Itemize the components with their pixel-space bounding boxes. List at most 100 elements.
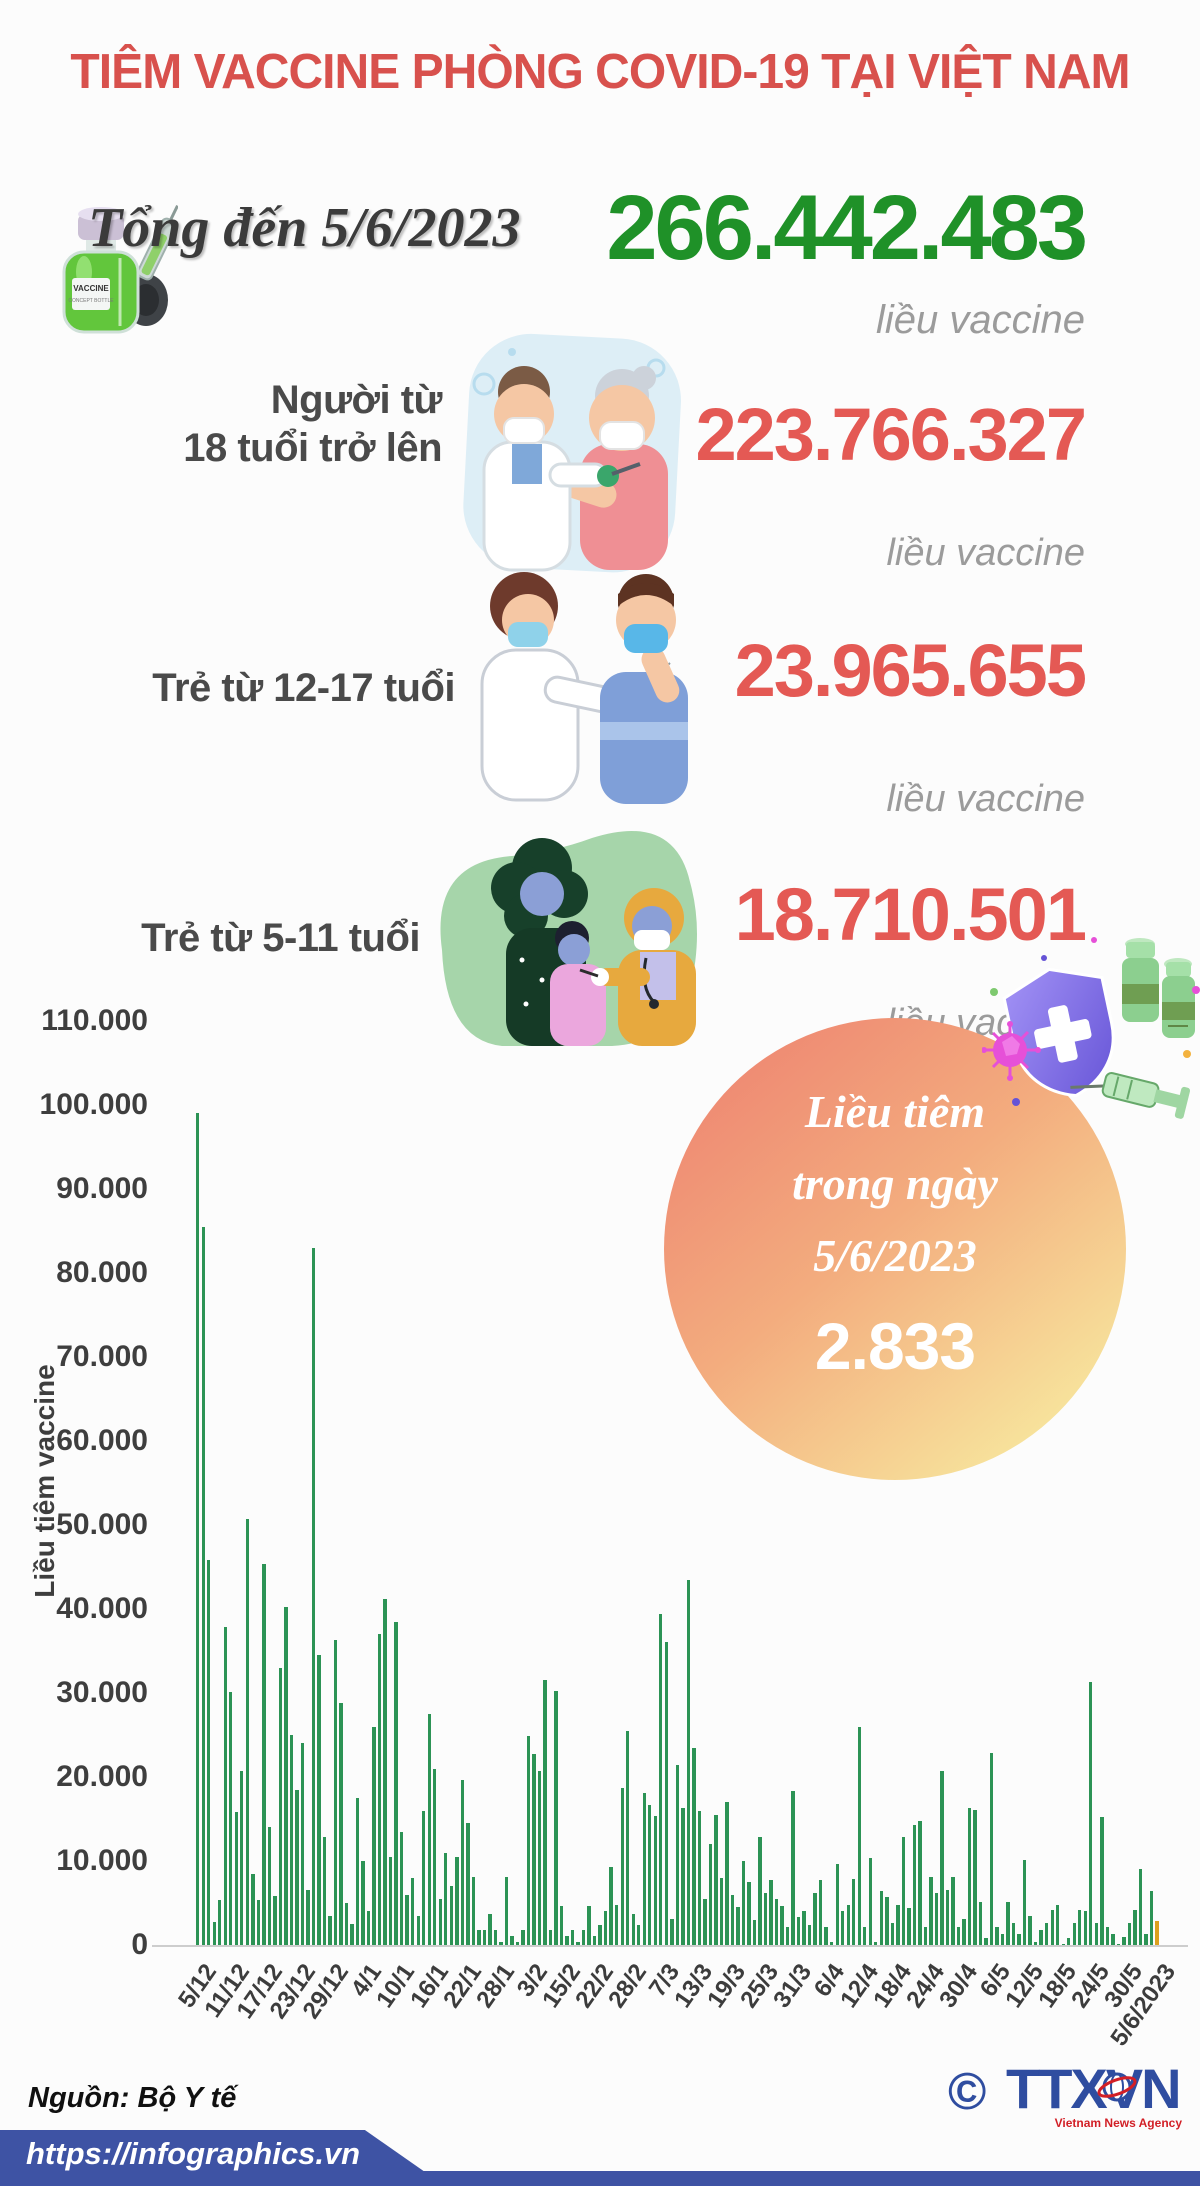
y-axis-tick-label: 0 bbox=[131, 1928, 148, 1961]
bar bbox=[245, 1519, 249, 1945]
bar bbox=[1045, 1923, 1049, 1945]
bar bbox=[1122, 1937, 1126, 1945]
bar bbox=[1089, 1682, 1093, 1945]
teens-doses-unit: liều vaccine bbox=[886, 778, 1085, 820]
globe-icon bbox=[1097, 2072, 1137, 2102]
bar bbox=[1050, 1909, 1054, 1945]
bar bbox=[907, 1908, 911, 1945]
bar bbox=[504, 1876, 509, 1945]
bar bbox=[537, 1771, 542, 1945]
y-axis-tick-label: 90.000 bbox=[56, 1172, 148, 1205]
bar bbox=[637, 1924, 641, 1945]
bar bbox=[780, 1906, 784, 1945]
page-title: TIÊM VACCINE PHÒNG COVID-19 TẠI VIỆT NAM bbox=[70, 45, 1130, 99]
bar bbox=[1039, 1929, 1043, 1945]
bar bbox=[1028, 1915, 1032, 1945]
bar bbox=[488, 1913, 492, 1945]
bar bbox=[956, 1926, 961, 1945]
bar bbox=[256, 1899, 261, 1945]
y-axis-tick-label: 50.000 bbox=[56, 1508, 148, 1541]
bar bbox=[1078, 1909, 1082, 1945]
bar bbox=[366, 1911, 371, 1945]
bar bbox=[1116, 1943, 1121, 1945]
bar bbox=[422, 1810, 426, 1945]
bar bbox=[598, 1924, 602, 1945]
bar bbox=[262, 1563, 266, 1945]
bar bbox=[824, 1926, 828, 1945]
bar bbox=[1033, 1941, 1038, 1945]
bar bbox=[565, 1935, 569, 1945]
svg-text:VACCINE: VACCINE bbox=[73, 284, 109, 293]
teens-doses-value: 23.965.655 bbox=[734, 629, 1087, 712]
bar bbox=[499, 1941, 503, 1945]
y-axis-tick-label: 110.000 bbox=[41, 1004, 148, 1037]
bar bbox=[675, 1765, 680, 1945]
bar bbox=[306, 1890, 310, 1945]
bar bbox=[289, 1735, 294, 1945]
bar bbox=[477, 1929, 481, 1945]
children-doses-value: 18.710.501 bbox=[734, 873, 1087, 956]
bar bbox=[603, 1911, 608, 1945]
svg-text:CONCEPT BOTTLE: CONCEPT BOTTLE bbox=[68, 298, 114, 304]
bar bbox=[1072, 1923, 1076, 1945]
bar bbox=[752, 1919, 757, 1945]
bar bbox=[741, 1861, 746, 1945]
bar bbox=[433, 1768, 437, 1945]
bar bbox=[829, 1941, 834, 1945]
bar bbox=[416, 1915, 420, 1945]
bar bbox=[763, 1892, 768, 1945]
infographics-url-link[interactable]: https://infographics.vn bbox=[26, 2136, 361, 2171]
bar bbox=[388, 1856, 393, 1945]
bar bbox=[642, 1792, 646, 1945]
bar bbox=[1000, 1934, 1005, 1945]
bar bbox=[708, 1844, 713, 1945]
ttxvn-caption: Vietnam News Agency bbox=[1054, 2116, 1182, 2130]
bar bbox=[802, 1911, 806, 1945]
bar bbox=[984, 1938, 988, 1945]
bar bbox=[317, 1655, 321, 1945]
bar bbox=[311, 1247, 316, 1945]
bar bbox=[929, 1876, 933, 1945]
bar bbox=[405, 1894, 409, 1945]
bar bbox=[350, 1924, 354, 1945]
bar bbox=[989, 1752, 994, 1945]
bar bbox=[399, 1831, 404, 1945]
bar bbox=[223, 1627, 227, 1945]
bar bbox=[659, 1614, 663, 1945]
bar bbox=[355, 1798, 360, 1945]
bar bbox=[934, 1892, 939, 1945]
bar bbox=[251, 1874, 255, 1945]
bar bbox=[614, 1904, 619, 1945]
bar bbox=[813, 1892, 817, 1945]
daily-doses-bar-chart: Liều tiêm vaccine 0 10.000 20.000 30.000 40.… bbox=[0, 990, 1200, 2051]
bar bbox=[1022, 1860, 1027, 1945]
bar bbox=[896, 1904, 900, 1945]
bar bbox=[328, 1915, 332, 1945]
bar bbox=[874, 1941, 878, 1945]
bar bbox=[664, 1641, 668, 1945]
bar bbox=[758, 1837, 762, 1945]
group-label-teens: Trẻ từ 12-17 tuổi bbox=[152, 664, 455, 712]
bar bbox=[791, 1791, 795, 1945]
bar bbox=[769, 1880, 773, 1945]
bar bbox=[697, 1810, 702, 1945]
daily-badge-line1: Liều tiêm bbox=[804, 1086, 986, 1137]
daily-doses-badge: Liều tiêm trong ngày 5/6/2023 2.833 bbox=[664, 1018, 1126, 1480]
bar bbox=[455, 1856, 459, 1945]
bar bbox=[218, 1899, 222, 1945]
group-label-adults: Người từ 18 tuổi trở lên bbox=[183, 376, 442, 472]
bar bbox=[1061, 1943, 1065, 1945]
bar bbox=[273, 1896, 277, 1945]
bar bbox=[1083, 1911, 1087, 1945]
bar bbox=[372, 1726, 376, 1945]
bar bbox=[394, 1621, 398, 1945]
bar bbox=[1067, 1938, 1071, 1945]
bar bbox=[774, 1898, 779, 1945]
bar bbox=[559, 1906, 564, 1945]
y-axis-tick-label: 20.000 bbox=[56, 1760, 148, 1793]
bar bbox=[945, 1889, 950, 1945]
total-doses-value: 266.442.483 bbox=[606, 177, 1088, 279]
bar bbox=[510, 1935, 514, 1945]
bar bbox=[653, 1815, 657, 1945]
bar bbox=[686, 1579, 691, 1945]
